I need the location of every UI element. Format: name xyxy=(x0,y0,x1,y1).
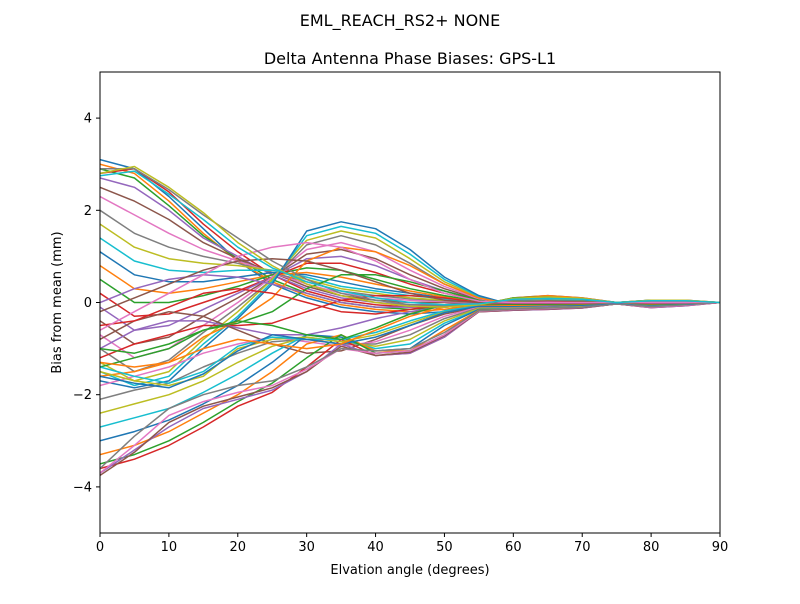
figure-suptitle: EML_REACH_RS2+ NONE xyxy=(300,11,501,31)
x-tick-label: 40 xyxy=(367,540,384,555)
y-tick-label: 4 xyxy=(84,112,92,127)
x-tick-label: 50 xyxy=(436,540,453,555)
chart-title: Delta Antenna Phase Biases: GPS-L1 xyxy=(264,49,556,68)
x-tick-label: 30 xyxy=(298,540,315,555)
y-tick-label: 2 xyxy=(84,204,92,219)
x-tick-label: 70 xyxy=(574,540,591,555)
series-line-38 xyxy=(100,301,720,470)
y-tick-label: −4 xyxy=(73,480,92,495)
y-axis: −4 −2 0 2 4 xyxy=(73,112,100,495)
x-tick-label: 90 xyxy=(712,540,729,555)
y-axis-label: Bias from mean (mm) xyxy=(50,231,65,373)
x-tick-label: 0 xyxy=(96,540,104,555)
x-axis: 0 10 20 30 40 50 60 70 80 90 xyxy=(96,533,728,555)
x-axis-label: Elvation angle (degrees) xyxy=(330,563,489,578)
y-tick-label: 0 xyxy=(84,296,92,311)
x-tick-label: 20 xyxy=(230,540,247,555)
series-line-50 xyxy=(100,170,720,306)
x-tick-label: 10 xyxy=(161,540,178,555)
y-tick-label: −2 xyxy=(73,388,92,403)
x-tick-label: 80 xyxy=(643,540,660,555)
x-tick-label: 60 xyxy=(505,540,522,555)
series-layer xyxy=(100,158,720,477)
